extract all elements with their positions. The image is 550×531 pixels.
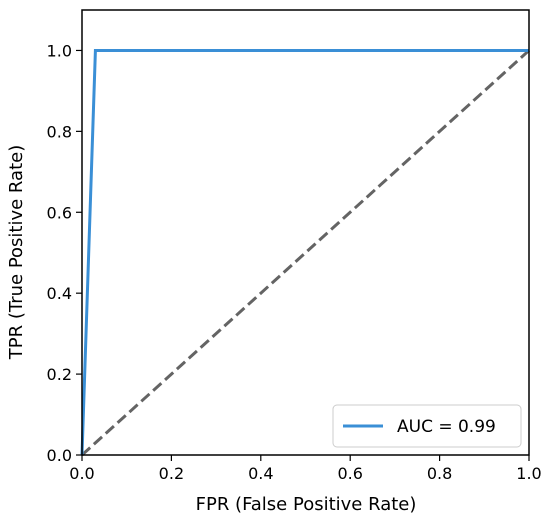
- x-tick-label: 0.6: [337, 464, 362, 483]
- x-tick-label: 1.0: [516, 464, 541, 483]
- axes-layer: 0.0 0.2 0.4 0.6 0.8 1.0 0.0 0.2 0.4 0.6 0.8 1.0: [47, 9, 542, 483]
- y-tick-label: 0.0: [47, 446, 72, 465]
- plot-frame: [81, 9, 530, 456]
- legend: AUC = 0.99: [332, 404, 522, 448]
- x-tick-label: 0.2: [159, 464, 184, 483]
- y-axis-label: TPR (True Positive Rate): [6, 145, 27, 360]
- y-tick-label: 0.8: [47, 122, 72, 141]
- legend-box: [332, 404, 522, 448]
- y-tick-label: 0.4: [47, 284, 72, 303]
- roc-curve-line: [80, 48, 529, 456]
- y-tick-label: 0.6: [47, 203, 72, 222]
- x-tick-label: 0.0: [69, 464, 94, 483]
- chance-line: [80, 49, 531, 457]
- x-tick-label: 0.4: [248, 464, 273, 483]
- plot-layer: [80, 48, 531, 457]
- x-axis-label: FPR (False Positive Rate): [196, 494, 417, 515]
- x-tick-label: 0.8: [427, 464, 452, 483]
- y-tick-label: 0.2: [47, 365, 72, 384]
- y-tick-label: 1.0: [47, 41, 72, 60]
- legend-label: AUC = 0.99: [397, 417, 496, 437]
